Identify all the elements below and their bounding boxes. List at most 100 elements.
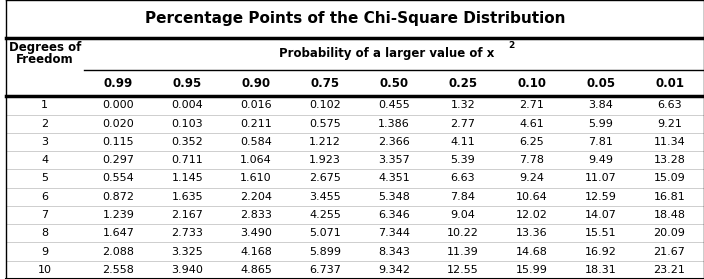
Text: Degrees of: Degrees of	[8, 41, 81, 54]
Text: 4.255: 4.255	[309, 210, 341, 220]
Text: 1.064: 1.064	[240, 155, 272, 165]
Text: 9.49: 9.49	[588, 155, 613, 165]
Text: 2.77: 2.77	[451, 119, 475, 129]
Text: 10.64: 10.64	[516, 192, 548, 202]
Text: 7.78: 7.78	[520, 155, 544, 165]
Text: 7: 7	[41, 210, 49, 220]
Text: 0.95: 0.95	[172, 76, 202, 90]
Text: 0.000: 0.000	[103, 100, 134, 110]
Text: 12.59: 12.59	[585, 192, 617, 202]
Text: 0.10: 0.10	[517, 76, 546, 90]
Text: 0.352: 0.352	[171, 137, 203, 147]
Text: 11.39: 11.39	[447, 247, 479, 257]
Text: Freedom: Freedom	[16, 53, 73, 66]
Text: 2.088: 2.088	[102, 247, 134, 257]
Text: 0.020: 0.020	[102, 119, 134, 129]
Text: 5.348: 5.348	[378, 192, 410, 202]
Text: 6.63: 6.63	[658, 100, 682, 110]
Text: 16.81: 16.81	[654, 192, 686, 202]
Text: 1.212: 1.212	[309, 137, 341, 147]
Text: 4.865: 4.865	[240, 265, 272, 275]
Text: 3.455: 3.455	[309, 192, 341, 202]
Text: 10: 10	[38, 265, 51, 275]
Text: 3.490: 3.490	[240, 228, 272, 238]
Text: 7.81: 7.81	[589, 137, 613, 147]
Text: 5.071: 5.071	[309, 228, 341, 238]
Text: 11.34: 11.34	[654, 137, 686, 147]
Text: 1.610: 1.610	[240, 174, 272, 184]
Text: 3.940: 3.940	[171, 265, 203, 275]
Text: 1.923: 1.923	[309, 155, 341, 165]
Text: 10.22: 10.22	[447, 228, 479, 238]
Text: 0.115: 0.115	[103, 137, 134, 147]
Text: 2: 2	[41, 119, 49, 129]
Text: 0.016: 0.016	[240, 100, 272, 110]
Text: 4.11: 4.11	[451, 137, 475, 147]
Text: 0.711: 0.711	[171, 155, 203, 165]
Text: 12.02: 12.02	[516, 210, 548, 220]
Text: 0.211: 0.211	[240, 119, 272, 129]
Text: 2.204: 2.204	[240, 192, 272, 202]
Text: 2.366: 2.366	[378, 137, 410, 147]
Text: 1: 1	[42, 100, 49, 110]
Text: 3.357: 3.357	[378, 155, 410, 165]
Text: 6.737: 6.737	[309, 265, 341, 275]
Text: 18.31: 18.31	[585, 265, 617, 275]
Text: Percentage Points of the Chi-Square Distribution: Percentage Points of the Chi-Square Dist…	[144, 11, 565, 26]
Text: 0.99: 0.99	[103, 76, 133, 90]
Text: 7.84: 7.84	[451, 192, 475, 202]
Text: 9.04: 9.04	[451, 210, 475, 220]
Text: 8.343: 8.343	[378, 247, 410, 257]
Text: 6: 6	[42, 192, 49, 202]
Text: 1.635: 1.635	[171, 192, 203, 202]
Text: 1.647: 1.647	[102, 228, 134, 238]
Text: 7.344: 7.344	[378, 228, 410, 238]
Text: 0.75: 0.75	[310, 76, 339, 90]
Text: 9.24: 9.24	[520, 174, 544, 184]
Text: 13.28: 13.28	[653, 155, 686, 165]
Text: 15.09: 15.09	[654, 174, 686, 184]
Text: 23.21: 23.21	[653, 265, 686, 275]
Text: 4: 4	[41, 155, 49, 165]
Text: 0.455: 0.455	[378, 100, 410, 110]
Text: 0.103: 0.103	[171, 119, 203, 129]
Text: 0.25: 0.25	[448, 76, 477, 90]
Text: 6.63: 6.63	[451, 174, 475, 184]
Text: 2.675: 2.675	[309, 174, 341, 184]
Text: 3: 3	[42, 137, 49, 147]
Text: 9: 9	[41, 247, 49, 257]
Text: 0.872: 0.872	[102, 192, 134, 202]
Text: 6.346: 6.346	[378, 210, 410, 220]
Text: 1.239: 1.239	[102, 210, 134, 220]
Text: 5.39: 5.39	[451, 155, 475, 165]
Text: 15.51: 15.51	[585, 228, 617, 238]
Text: 3.325: 3.325	[171, 247, 203, 257]
Text: 2.167: 2.167	[171, 210, 203, 220]
Text: 14.68: 14.68	[516, 247, 548, 257]
Text: 0.004: 0.004	[171, 100, 203, 110]
Text: 0.102: 0.102	[309, 100, 341, 110]
Text: 2.558: 2.558	[102, 265, 134, 275]
Text: 1.386: 1.386	[378, 119, 410, 129]
Text: 4.351: 4.351	[378, 174, 410, 184]
Text: 0.05: 0.05	[586, 76, 615, 90]
Text: 0.90: 0.90	[241, 76, 270, 90]
Text: 16.92: 16.92	[585, 247, 617, 257]
Text: 9.21: 9.21	[657, 119, 682, 129]
Text: 2: 2	[508, 41, 515, 50]
Text: 0.584: 0.584	[240, 137, 272, 147]
Text: 2.71: 2.71	[520, 100, 544, 110]
Text: 6.25: 6.25	[520, 137, 544, 147]
Text: 2.833: 2.833	[240, 210, 272, 220]
Text: 14.07: 14.07	[585, 210, 617, 220]
Text: 15.99: 15.99	[516, 265, 548, 275]
Text: 9.342: 9.342	[378, 265, 410, 275]
Text: 5.99: 5.99	[589, 119, 613, 129]
Text: 8: 8	[41, 228, 49, 238]
Text: 21.67: 21.67	[653, 247, 686, 257]
Text: 0.01: 0.01	[655, 76, 684, 90]
Text: 4.168: 4.168	[240, 247, 272, 257]
Text: 18.48: 18.48	[653, 210, 686, 220]
Text: Probability of a larger value of x: Probability of a larger value of x	[279, 47, 495, 60]
Text: 2.733: 2.733	[171, 228, 203, 238]
